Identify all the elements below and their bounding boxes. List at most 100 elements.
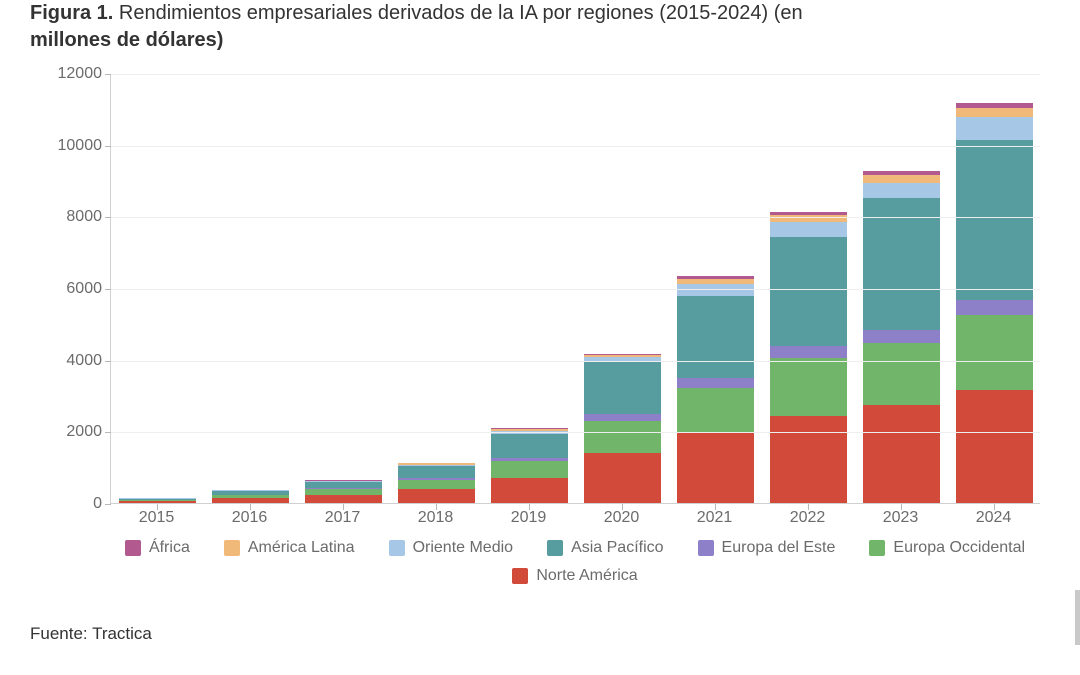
x-label-2016: 2016 — [232, 509, 268, 527]
bar-segment-oriente_medio — [677, 284, 753, 296]
bar-2024 — [956, 103, 1032, 503]
x-label-2024: 2024 — [976, 509, 1012, 527]
x-label-2015: 2015 — [139, 509, 175, 527]
bar-2020 — [584, 354, 660, 503]
bar-segment-europa_del_este — [956, 300, 1032, 315]
legend-item-oriente_medio: Oriente Medio — [389, 539, 514, 557]
bar-segment-norte_america — [584, 453, 660, 503]
x-label-2017: 2017 — [325, 509, 361, 527]
bar-2022 — [770, 212, 846, 503]
y-tick-mark — [105, 504, 111, 505]
bar-segment-europa_occidental — [584, 421, 660, 453]
bar-2023 — [863, 171, 939, 503]
scrollbar-fragment — [1075, 590, 1080, 645]
legend-swatch — [512, 568, 528, 584]
figure-title: Figura 1. Rendimientos empresariales der… — [30, 0, 1050, 64]
bar-segment-europa_del_este — [770, 346, 846, 358]
legend-item-asia_pacifico: Asia Pacífico — [547, 539, 663, 557]
bar-segment-oriente_medio — [770, 222, 846, 237]
bar-segment-europa_occidental — [491, 461, 567, 478]
bar-segment-norte_america — [677, 433, 753, 503]
legend-label: América Latina — [248, 539, 355, 557]
bar-segment-oriente_medio — [863, 183, 939, 198]
bar-segment-oriente_medio — [956, 117, 1032, 140]
y-tick-label: 0 — [93, 495, 102, 513]
x-label-2018: 2018 — [418, 509, 454, 527]
x-label-2022: 2022 — [790, 509, 826, 527]
bar-2019 — [491, 428, 567, 503]
x-label-2021: 2021 — [697, 509, 733, 527]
legend-swatch — [869, 540, 885, 556]
chart-container: 0 2000 4000 6000 8000 10000 12000 2015 2016 2017… — [30, 64, 1050, 594]
legend-item-norte_america: Norte América — [512, 567, 637, 585]
figure-label: Figura 1. — [30, 2, 113, 24]
y-tick-mark — [105, 432, 111, 433]
bar-segment-europa_occidental — [770, 358, 846, 416]
y-tick-label: 12000 — [58, 65, 103, 83]
bar-segment-norte_america — [863, 405, 939, 503]
legend-item-africa: África — [125, 539, 190, 557]
grid-line — [111, 217, 1040, 218]
bar-segment-asia_pacifico — [491, 434, 567, 458]
x-label-2023: 2023 — [883, 509, 919, 527]
bar-segment-norte_america — [119, 501, 195, 503]
legend-label: Europa Occidental — [893, 539, 1025, 557]
y-tick-mark — [105, 361, 111, 362]
y-tick-mark — [105, 74, 111, 75]
bar-segment-asia_pacifico — [770, 237, 846, 346]
legend-label: Oriente Medio — [413, 539, 514, 557]
plot-area — [110, 74, 1040, 504]
grid-line — [111, 289, 1040, 290]
legend-label: Norte América — [536, 567, 637, 585]
grid-line — [111, 146, 1040, 147]
bar-2021 — [677, 276, 753, 503]
figure-title-line2: millones de dólares) — [30, 29, 223, 51]
x-label-2019: 2019 — [511, 509, 547, 527]
bar-segment-asia_pacifico — [677, 296, 753, 378]
bar-segment-europa_occidental — [398, 480, 474, 490]
bar-segment-norte_america — [398, 489, 474, 503]
legend-label: África — [149, 539, 190, 557]
grid-line — [111, 361, 1040, 362]
figure-title-line1: Rendimientos empresariales derivados de … — [119, 2, 803, 24]
legend-item-europa_del_este: Europa del Este — [698, 539, 836, 557]
y-tick-label: 6000 — [66, 280, 102, 298]
y-tick-label: 2000 — [66, 423, 102, 441]
bar-2015 — [119, 498, 195, 503]
page-root: Figura 1. Rendimientos empresariales der… — [0, 0, 1080, 675]
legend-swatch — [547, 540, 563, 556]
bar-2016 — [212, 490, 288, 503]
x-axis-labels: 2015 2016 2017 2018 2019 2020 2021 2022 2023 2024 — [110, 509, 1040, 539]
bar-segment-asia_pacifico — [956, 140, 1032, 299]
bar-segment-norte_america — [212, 498, 288, 503]
grid-line — [111, 432, 1040, 433]
grid-line — [111, 74, 1040, 75]
source-label: Fuente: Tractica — [30, 594, 1050, 644]
x-label-2020: 2020 — [604, 509, 640, 527]
bar-segment-norte_america — [770, 416, 846, 503]
legend-swatch — [224, 540, 240, 556]
bar-segment-europa_del_este — [677, 378, 753, 388]
bar-segment-america_latina — [956, 108, 1032, 117]
bar-segment-europa_occidental — [863, 343, 939, 405]
bar-segment-europa_del_este — [863, 330, 939, 343]
y-tick-label: 10000 — [58, 137, 103, 155]
y-tick-label: 8000 — [66, 208, 102, 226]
y-tick-label: 4000 — [66, 352, 102, 370]
legend-label: Europa del Este — [722, 539, 836, 557]
bar-segment-asia_pacifico — [398, 466, 474, 478]
bar-2017 — [305, 480, 381, 503]
legend-swatch — [389, 540, 405, 556]
bar-segment-asia_pacifico — [584, 362, 660, 414]
legend-item-europa_occidental: Europa Occidental — [869, 539, 1025, 557]
legend: África América Latina Oriente Medio Asia Pa… — [110, 539, 1040, 585]
bar-segment-europa_occidental — [956, 315, 1032, 390]
y-axis: 020004000600080001000012000 — [30, 74, 110, 504]
legend-swatch — [125, 540, 141, 556]
legend-item-america_latina: América Latina — [224, 539, 355, 557]
bar-segment-norte_america — [305, 495, 381, 503]
bar-segment-america_latina — [863, 175, 939, 183]
y-tick-mark — [105, 217, 111, 218]
y-tick-mark — [105, 146, 111, 147]
legend-label: Asia Pacífico — [571, 539, 663, 557]
